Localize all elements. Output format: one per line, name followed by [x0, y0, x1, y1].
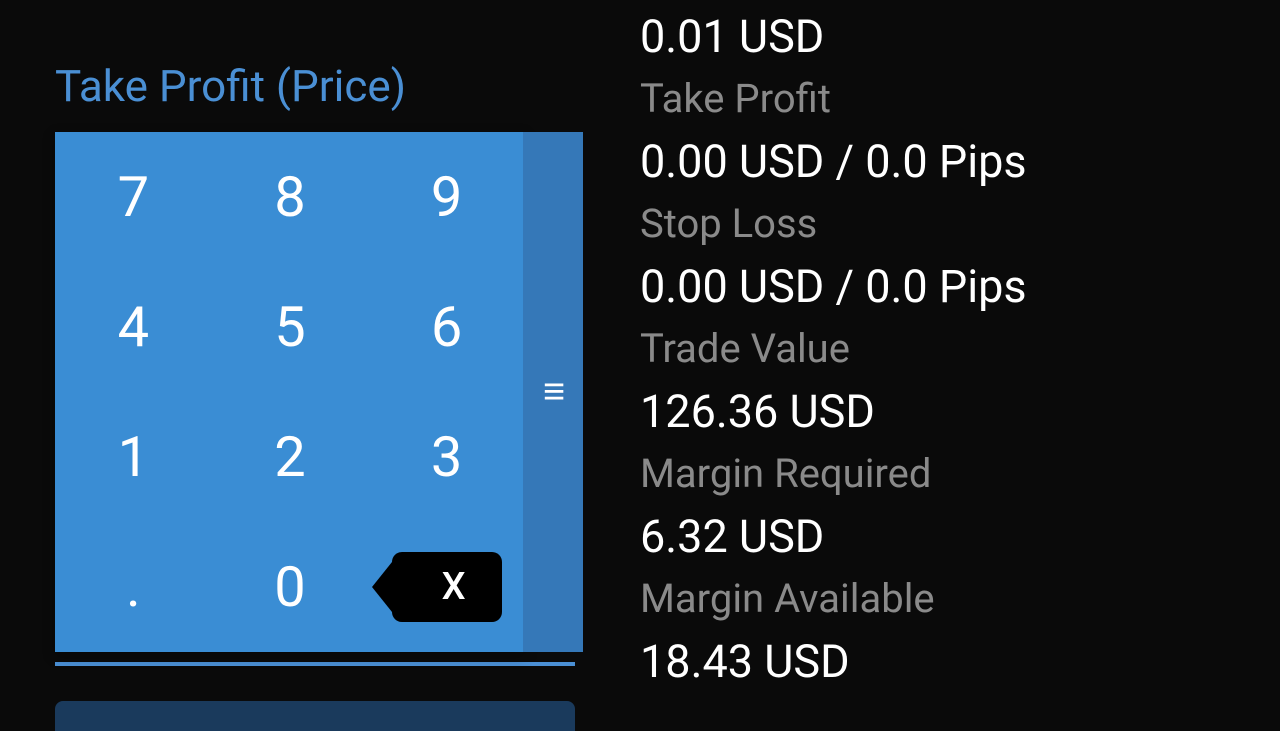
stop-loss-value: 0.00 USD / 0.0 Pips [640, 255, 1260, 318]
key-9[interactable]: 9 [368, 132, 525, 262]
key-8[interactable]: 8 [212, 132, 369, 262]
key-6[interactable]: 6 [368, 262, 525, 392]
key-1[interactable]: 1 [55, 392, 212, 522]
top-value: 0.01 USD [640, 5, 1260, 68]
trade-info-panel: 0.01 USD Take Profit 0.00 USD / 0.0 Pips… [600, 0, 1280, 720]
key-decimal[interactable]: . [55, 522, 212, 652]
trade-value-label: Trade Value [640, 318, 1260, 380]
numeric-keypad: 7 8 9 4 5 6 1 2 3 . 0 X [55, 132, 525, 652]
margin-required-label: Margin Required [640, 443, 1260, 505]
keypad-container: 7 8 9 4 5 6 1 2 3 . 0 X ≡ [55, 132, 585, 652]
margin-required-value: 6.32 USD [640, 505, 1260, 568]
key-4[interactable]: 4 [55, 262, 212, 392]
action-button[interactable] [55, 701, 575, 731]
input-underline [55, 662, 575, 666]
take-profit-value: 0.00 USD / 0.0 Pips [640, 130, 1260, 193]
margin-available-label: Margin Available [640, 568, 1260, 630]
key-0[interactable]: 0 [212, 522, 369, 652]
drag-handle-icon: ≡ [543, 370, 563, 414]
key-2[interactable]: 2 [212, 392, 369, 522]
key-backspace[interactable]: X [368, 522, 525, 652]
key-7[interactable]: 7 [55, 132, 212, 262]
take-profit-field-label: Take Profit (Price) [55, 60, 600, 112]
stop-loss-label: Stop Loss [640, 193, 1260, 255]
key-3[interactable]: 3 [368, 392, 525, 522]
backspace-icon: X [442, 565, 466, 609]
trade-value-value: 126.36 USD [640, 380, 1260, 443]
margin-available-value: 18.43 USD [640, 630, 1260, 693]
keypad-drag-edge[interactable]: ≡ [523, 132, 583, 652]
key-5[interactable]: 5 [212, 262, 369, 392]
take-profit-label: Take Profit [640, 68, 1260, 130]
